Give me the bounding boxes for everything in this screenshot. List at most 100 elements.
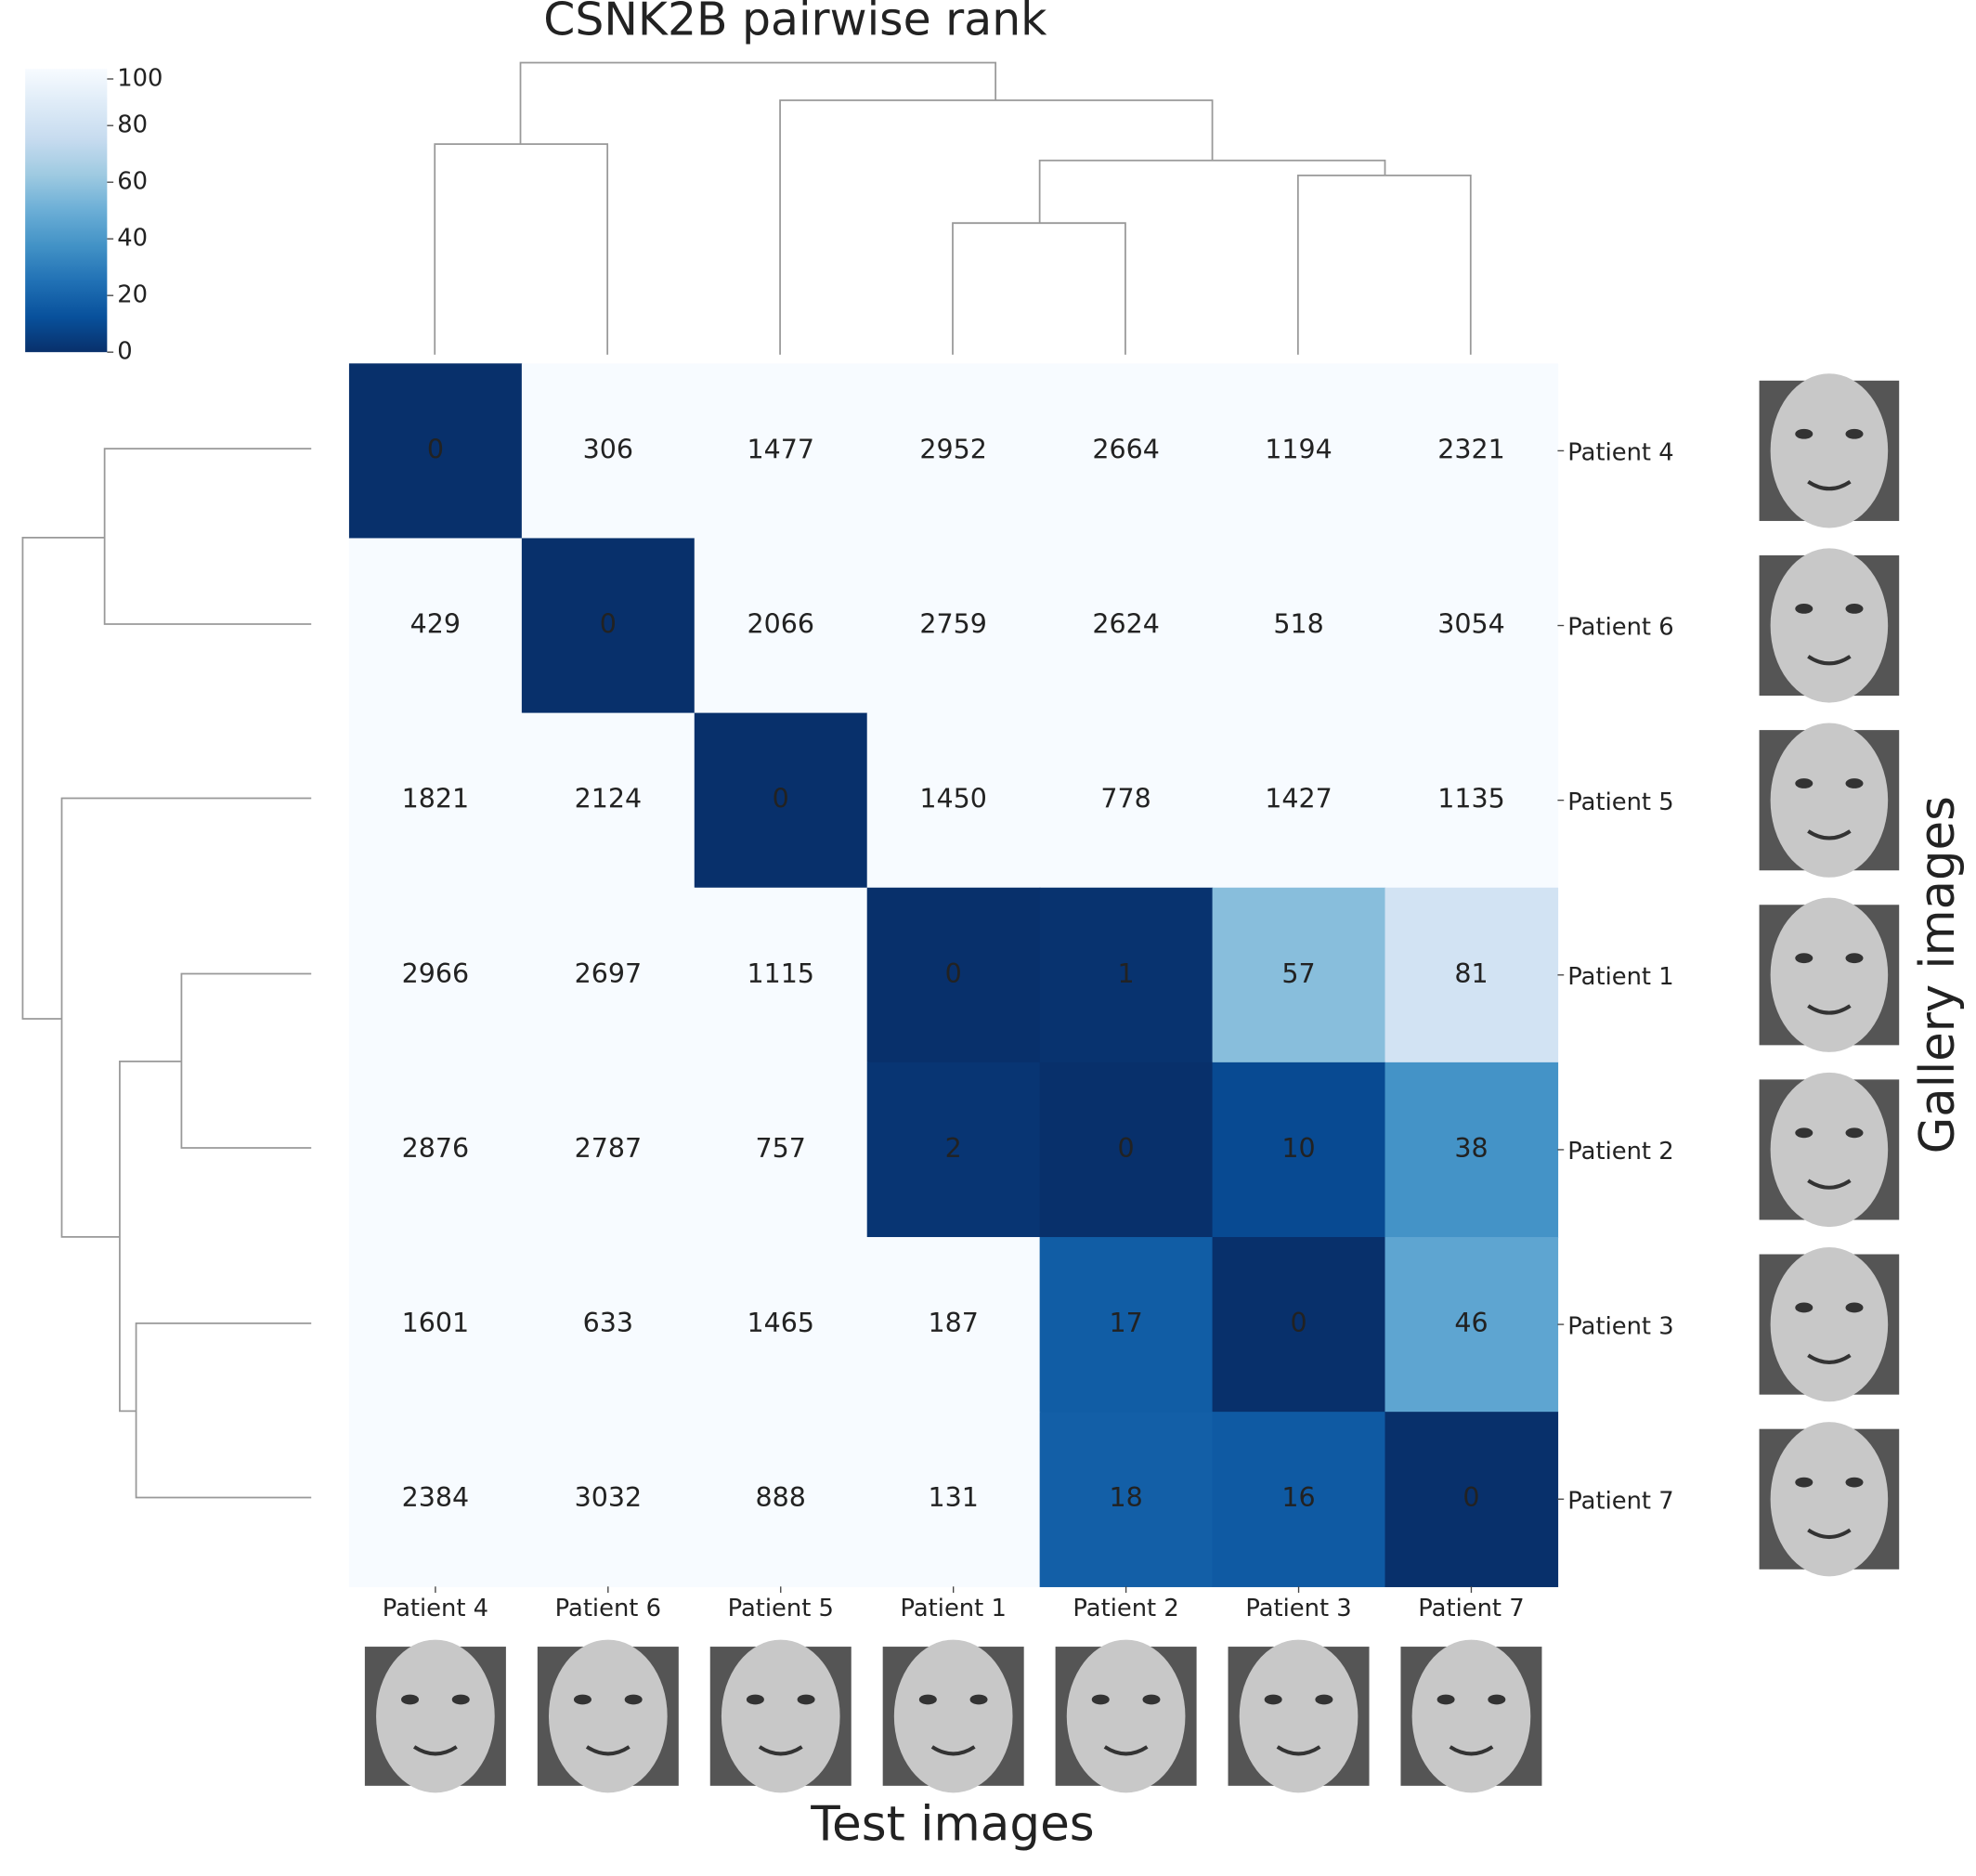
colorbar-tick-label: 0 xyxy=(117,338,132,366)
left-dendrogram xyxy=(21,448,312,1499)
cell-label: 17 xyxy=(1109,1308,1142,1338)
chart-title: CSNK2B pairwise rank xyxy=(543,0,1047,46)
mouth xyxy=(1807,1004,1852,1015)
face-image xyxy=(364,1639,506,1793)
heatmap-cell xyxy=(348,363,523,540)
cell-label: 81 xyxy=(1454,958,1488,989)
cell-label: 0 xyxy=(773,784,789,814)
eye xyxy=(1845,603,1864,614)
cell-label: 2952 xyxy=(919,434,987,464)
heatmap-cell xyxy=(866,1412,1041,1587)
cell-label: 757 xyxy=(756,1133,806,1164)
cell-label: 0 xyxy=(427,434,444,464)
face-image xyxy=(709,1639,852,1793)
cell-label: 3032 xyxy=(575,1482,643,1513)
face-image xyxy=(1055,1639,1197,1793)
heatmap-cell xyxy=(694,1412,868,1587)
eye xyxy=(1488,1694,1506,1705)
heatmap-cell xyxy=(348,1237,523,1413)
heatmap-cell xyxy=(1384,538,1559,714)
x-tick-label: Patient 3 xyxy=(1245,1595,1351,1622)
y-tick-label: Patient 7 xyxy=(1567,1487,1673,1515)
eye xyxy=(1845,778,1864,788)
cell-label: 0 xyxy=(945,958,962,989)
mouth xyxy=(412,1745,458,1756)
heatmap-cell xyxy=(348,538,523,714)
face xyxy=(1770,1422,1889,1577)
face-image xyxy=(1759,1246,1900,1402)
cell-label: 306 xyxy=(583,434,633,464)
y-tick-label: Patient 3 xyxy=(1567,1312,1673,1340)
heatmap-cell xyxy=(1384,363,1559,540)
face-image xyxy=(1759,373,1900,528)
cell-label: 57 xyxy=(1281,958,1315,989)
heatmap-cell xyxy=(866,887,1041,1063)
cell-label: 2697 xyxy=(575,958,643,989)
heatmap-cell xyxy=(694,712,868,889)
x-tick-label: Patient 4 xyxy=(383,1595,488,1622)
eye xyxy=(1795,428,1814,439)
face xyxy=(548,1639,668,1793)
cell-label: 2624 xyxy=(1092,609,1160,640)
cell-label: 2321 xyxy=(1437,434,1505,464)
cell-label: 778 xyxy=(1100,784,1150,814)
cell-label: 1477 xyxy=(747,434,814,464)
heatmap-cell xyxy=(521,1237,696,1413)
heatmap-cell xyxy=(1039,1237,1214,1413)
heatmap-cell xyxy=(1212,538,1386,714)
eye xyxy=(1795,603,1814,614)
heatmap-cell xyxy=(1039,538,1214,714)
face-image xyxy=(882,1639,1024,1793)
heatmap-cell xyxy=(521,887,696,1063)
eye xyxy=(624,1694,643,1705)
face-image xyxy=(1759,1072,1900,1228)
heatmap-cell xyxy=(1039,1062,1214,1238)
cell-label: 1 xyxy=(1118,958,1135,989)
x-tick-label: Patient 2 xyxy=(1072,1595,1178,1622)
eye xyxy=(1845,1477,1864,1488)
eye xyxy=(1795,1127,1814,1139)
heatmap-cell xyxy=(348,1062,523,1238)
heatmap-cell xyxy=(1384,1237,1559,1413)
y-tick-label: Patient 4 xyxy=(1567,439,1673,467)
face xyxy=(1770,548,1889,703)
colorbar-tick-label: 40 xyxy=(117,225,148,253)
heatmap-cell xyxy=(1212,1237,1386,1413)
heatmap-cell xyxy=(1384,887,1559,1063)
cell-label: 1135 xyxy=(1437,784,1505,814)
face xyxy=(376,1639,495,1793)
cell-label: 1465 xyxy=(747,1308,814,1338)
heatmap-cell xyxy=(1039,363,1214,540)
heatmap-cell xyxy=(521,1412,696,1587)
eye xyxy=(1436,1694,1455,1705)
heatmap-cell xyxy=(1384,712,1559,889)
eye xyxy=(746,1694,764,1705)
top-dendrogram xyxy=(434,61,1472,355)
cell-label: 2124 xyxy=(575,784,643,814)
cell-label: 429 xyxy=(410,609,461,640)
x-tick-label: Patient 6 xyxy=(555,1595,661,1622)
cell-label: 2384 xyxy=(402,1482,470,1513)
heatmap-cell xyxy=(694,538,868,714)
cell-label: 0 xyxy=(1118,1133,1135,1164)
y-tick-label: Patient 5 xyxy=(1567,788,1673,816)
face xyxy=(1411,1639,1531,1793)
heatmap-cell xyxy=(694,887,868,1063)
eye xyxy=(1142,1694,1161,1705)
x-tick-label: Patient 5 xyxy=(728,1595,834,1622)
x-tick-label: Patient 7 xyxy=(1418,1595,1524,1622)
heatmap-cell xyxy=(866,712,1041,889)
cell-label: 1450 xyxy=(919,784,987,814)
mouth xyxy=(1276,1745,1321,1756)
mouth xyxy=(1807,479,1852,491)
cell-label: 633 xyxy=(583,1308,633,1338)
face-image xyxy=(1759,548,1900,703)
heatmap-cell xyxy=(694,1237,868,1413)
eye xyxy=(1795,953,1814,964)
cell-label: 2 xyxy=(945,1133,962,1164)
face-image xyxy=(537,1639,679,1793)
cell-label: 2787 xyxy=(575,1133,643,1164)
cell-label: 0 xyxy=(600,609,617,640)
cell-label: 18 xyxy=(1109,1482,1142,1513)
